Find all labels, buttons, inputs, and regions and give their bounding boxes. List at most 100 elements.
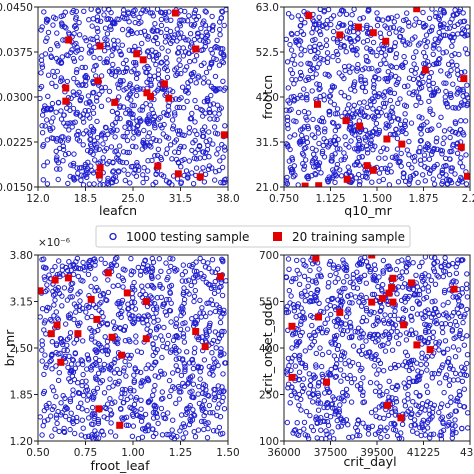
testing-point: [334, 146, 340, 152]
testing-point: [336, 395, 342, 401]
testing-point: [127, 81, 133, 87]
testing-point: [310, 65, 316, 72]
testing-point: [337, 20, 343, 27]
testing-point: [164, 276, 170, 283]
testing-point: [333, 323, 339, 329]
testing-point: [460, 319, 466, 326]
testing-point: [348, 44, 355, 50]
testing-point: [169, 347, 175, 353]
testing-point: [447, 321, 454, 328]
testing-point: [101, 12, 107, 18]
testing-point: [96, 91, 102, 98]
testing-point: [153, 49, 159, 56]
training-point: [139, 56, 147, 64]
testing-point: [405, 40, 411, 46]
testing-point: [41, 256, 47, 262]
testing-point: [80, 131, 87, 137]
testing-point: [335, 264, 342, 270]
testing-point: [436, 409, 442, 416]
testing-point: [384, 169, 391, 175]
testing-point: [109, 400, 115, 407]
testing-point: [364, 24, 370, 31]
testing-point: [188, 282, 194, 289]
testing-point: [419, 401, 426, 407]
testing-point: [317, 345, 323, 351]
testing-point: [365, 431, 372, 437]
testing-point: [81, 264, 87, 271]
testing-point: [98, 256, 104, 262]
testing-point: [164, 60, 170, 66]
testing-point: [166, 9, 172, 15]
testing-point: [388, 169, 394, 175]
testing-point: [299, 293, 305, 299]
testing-point: [298, 16, 304, 23]
testing-point: [179, 17, 185, 23]
testing-point: [307, 412, 313, 419]
testing-point: [81, 8, 87, 15]
testing-point: [294, 95, 300, 102]
testing-point: [341, 372, 347, 378]
testing-point: [460, 102, 467, 108]
testing-point: [385, 340, 391, 346]
testing-point: [288, 169, 295, 175]
testing-point: [378, 49, 384, 55]
testing-point: [332, 341, 339, 347]
testing-point: [102, 136, 108, 142]
testing-point: [43, 331, 49, 337]
testing-point: [393, 64, 400, 71]
testing-point: [86, 181, 93, 187]
testing-point: [286, 287, 292, 294]
testing-point: [123, 160, 130, 166]
testing-point: [381, 320, 388, 326]
testing-point: [300, 138, 306, 145]
testing-point: [167, 393, 173, 400]
testing-point: [436, 46, 442, 52]
testing-point: [317, 41, 323, 48]
testing-point: [140, 261, 147, 267]
testing-point: [369, 96, 375, 102]
testing-point: [422, 37, 428, 44]
training-point: [464, 172, 470, 180]
training-point: [378, 294, 386, 302]
testing-point: [424, 367, 430, 373]
testing-point: [195, 146, 201, 153]
testing-point: [218, 105, 225, 111]
testing-point: [181, 339, 188, 345]
testing-point: [67, 107, 73, 114]
testing-point: [212, 278, 219, 285]
testing-point: [214, 412, 220, 419]
testing-point: [47, 46, 54, 53]
testing-point: [324, 419, 331, 425]
training-point: [342, 117, 350, 125]
testing-point: [404, 147, 410, 153]
testing-point: [288, 47, 295, 53]
testing-point: [181, 423, 188, 430]
testing-point: [198, 418, 205, 425]
testing-point: [193, 80, 199, 86]
testing-point: [373, 130, 380, 137]
testing-point: [428, 314, 435, 320]
testing-point: [203, 421, 209, 427]
testing-point: [148, 274, 155, 280]
testing-point: [191, 69, 197, 76]
testing-point: [338, 89, 344, 96]
testing-point: [329, 155, 335, 161]
testing-point: [349, 300, 355, 306]
testing-point: [346, 29, 353, 35]
testing-point: [131, 319, 137, 325]
testing-point: [328, 311, 334, 318]
testing-point: [143, 365, 149, 372]
testing-point: [152, 373, 158, 379]
testing-point: [150, 314, 157, 321]
testing-point: [197, 297, 203, 303]
y-tick-label: 1.85: [10, 390, 33, 402]
x-tick-label: 39500: [360, 447, 393, 459]
testing-point: [365, 264, 371, 270]
testing-point: [130, 163, 136, 170]
testing-point: [454, 10, 461, 17]
testing-point: [458, 176, 465, 182]
testing-point: [126, 149, 133, 156]
testing-point: [58, 75, 64, 81]
testing-point: [114, 155, 120, 161]
testing-point: [458, 155, 464, 161]
